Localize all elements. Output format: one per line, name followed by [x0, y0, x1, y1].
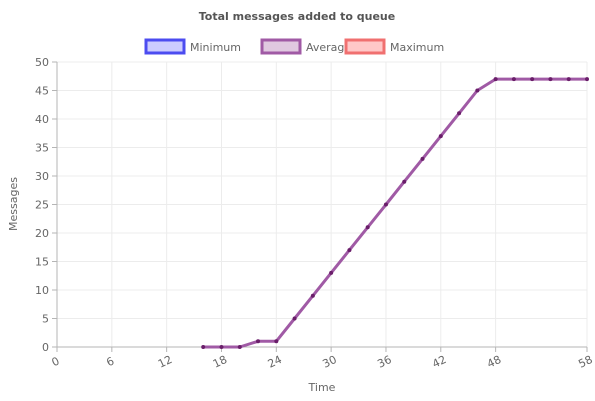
y-tick-label: 15 [35, 256, 49, 269]
y-tick-label: 30 [35, 170, 49, 183]
data-point[interactable] [347, 248, 352, 253]
data-point[interactable] [329, 270, 334, 275]
x-tick-label: 18 [211, 353, 229, 371]
axes: 0 5 10 15 20 25 30 35 40 45 50 0 6 12 18 24 30 36 42 48 58 [35, 56, 595, 371]
data-point[interactable] [383, 202, 388, 207]
y-tick-label: 10 [35, 284, 49, 297]
data-point[interactable] [292, 316, 297, 321]
data-point[interactable] [201, 345, 206, 349]
data-point[interactable] [219, 345, 224, 349]
data-point[interactable] [511, 77, 516, 82]
legend-label: Minimum [190, 41, 241, 54]
data-point[interactable] [457, 111, 462, 116]
legend-item-minimum[interactable]: Minimum [144, 38, 241, 55]
x-tick-label: 30 [321, 353, 339, 371]
data-point[interactable] [566, 77, 571, 82]
y-tick-label: 35 [35, 142, 49, 155]
data-point[interactable] [274, 339, 279, 344]
y-tick-label: 45 [35, 85, 49, 98]
series-layer [201, 77, 589, 349]
data-point[interactable] [475, 88, 480, 93]
y-tick-label: 25 [35, 199, 49, 212]
y-tick-label: 0 [42, 341, 49, 354]
data-point[interactable] [585, 77, 589, 82]
legend-swatch [144, 38, 186, 55]
x-tick-label: 36 [375, 353, 393, 371]
legend-label: Maximum [390, 41, 444, 54]
y-tick-label: 5 [42, 313, 49, 326]
x-tick-label: 42 [430, 353, 448, 371]
x-tick-label: 58 [576, 353, 594, 371]
data-point[interactable] [420, 156, 425, 161]
data-point[interactable] [438, 134, 443, 139]
legend-swatch [344, 38, 386, 55]
x-tick-label: 12 [156, 353, 174, 371]
x-axis-label: Time [308, 381, 336, 394]
legend-item-maximum[interactable]: Maximum [344, 38, 444, 55]
data-point[interactable] [402, 179, 407, 184]
x-tick-label: 6 [104, 354, 116, 369]
data-point[interactable] [310, 293, 315, 298]
y-tick-label: 40 [35, 113, 49, 126]
x-tick-label: 24 [266, 353, 284, 371]
data-point[interactable] [237, 345, 242, 349]
legend-item-average[interactable]: Average [260, 38, 351, 55]
chart-title: Total messages added to queue [199, 10, 395, 23]
x-tick-label: 48 [485, 353, 503, 371]
data-point[interactable] [365, 225, 370, 230]
y-axis-label: Messages [7, 177, 20, 231]
y-tick-label: 20 [35, 227, 49, 240]
legend-label: Average [306, 41, 351, 54]
y-tick-label: 50 [35, 56, 49, 69]
grid [56, 61, 588, 348]
legend-swatch [260, 38, 302, 55]
data-point[interactable] [493, 77, 498, 82]
x-tick-label: 0 [50, 354, 62, 369]
legend: Minimum Average Maximum [144, 38, 444, 55]
series-line-average [203, 77, 587, 349]
data-point[interactable] [530, 77, 535, 82]
data-point[interactable] [548, 77, 553, 82]
data-point[interactable] [256, 339, 261, 344]
